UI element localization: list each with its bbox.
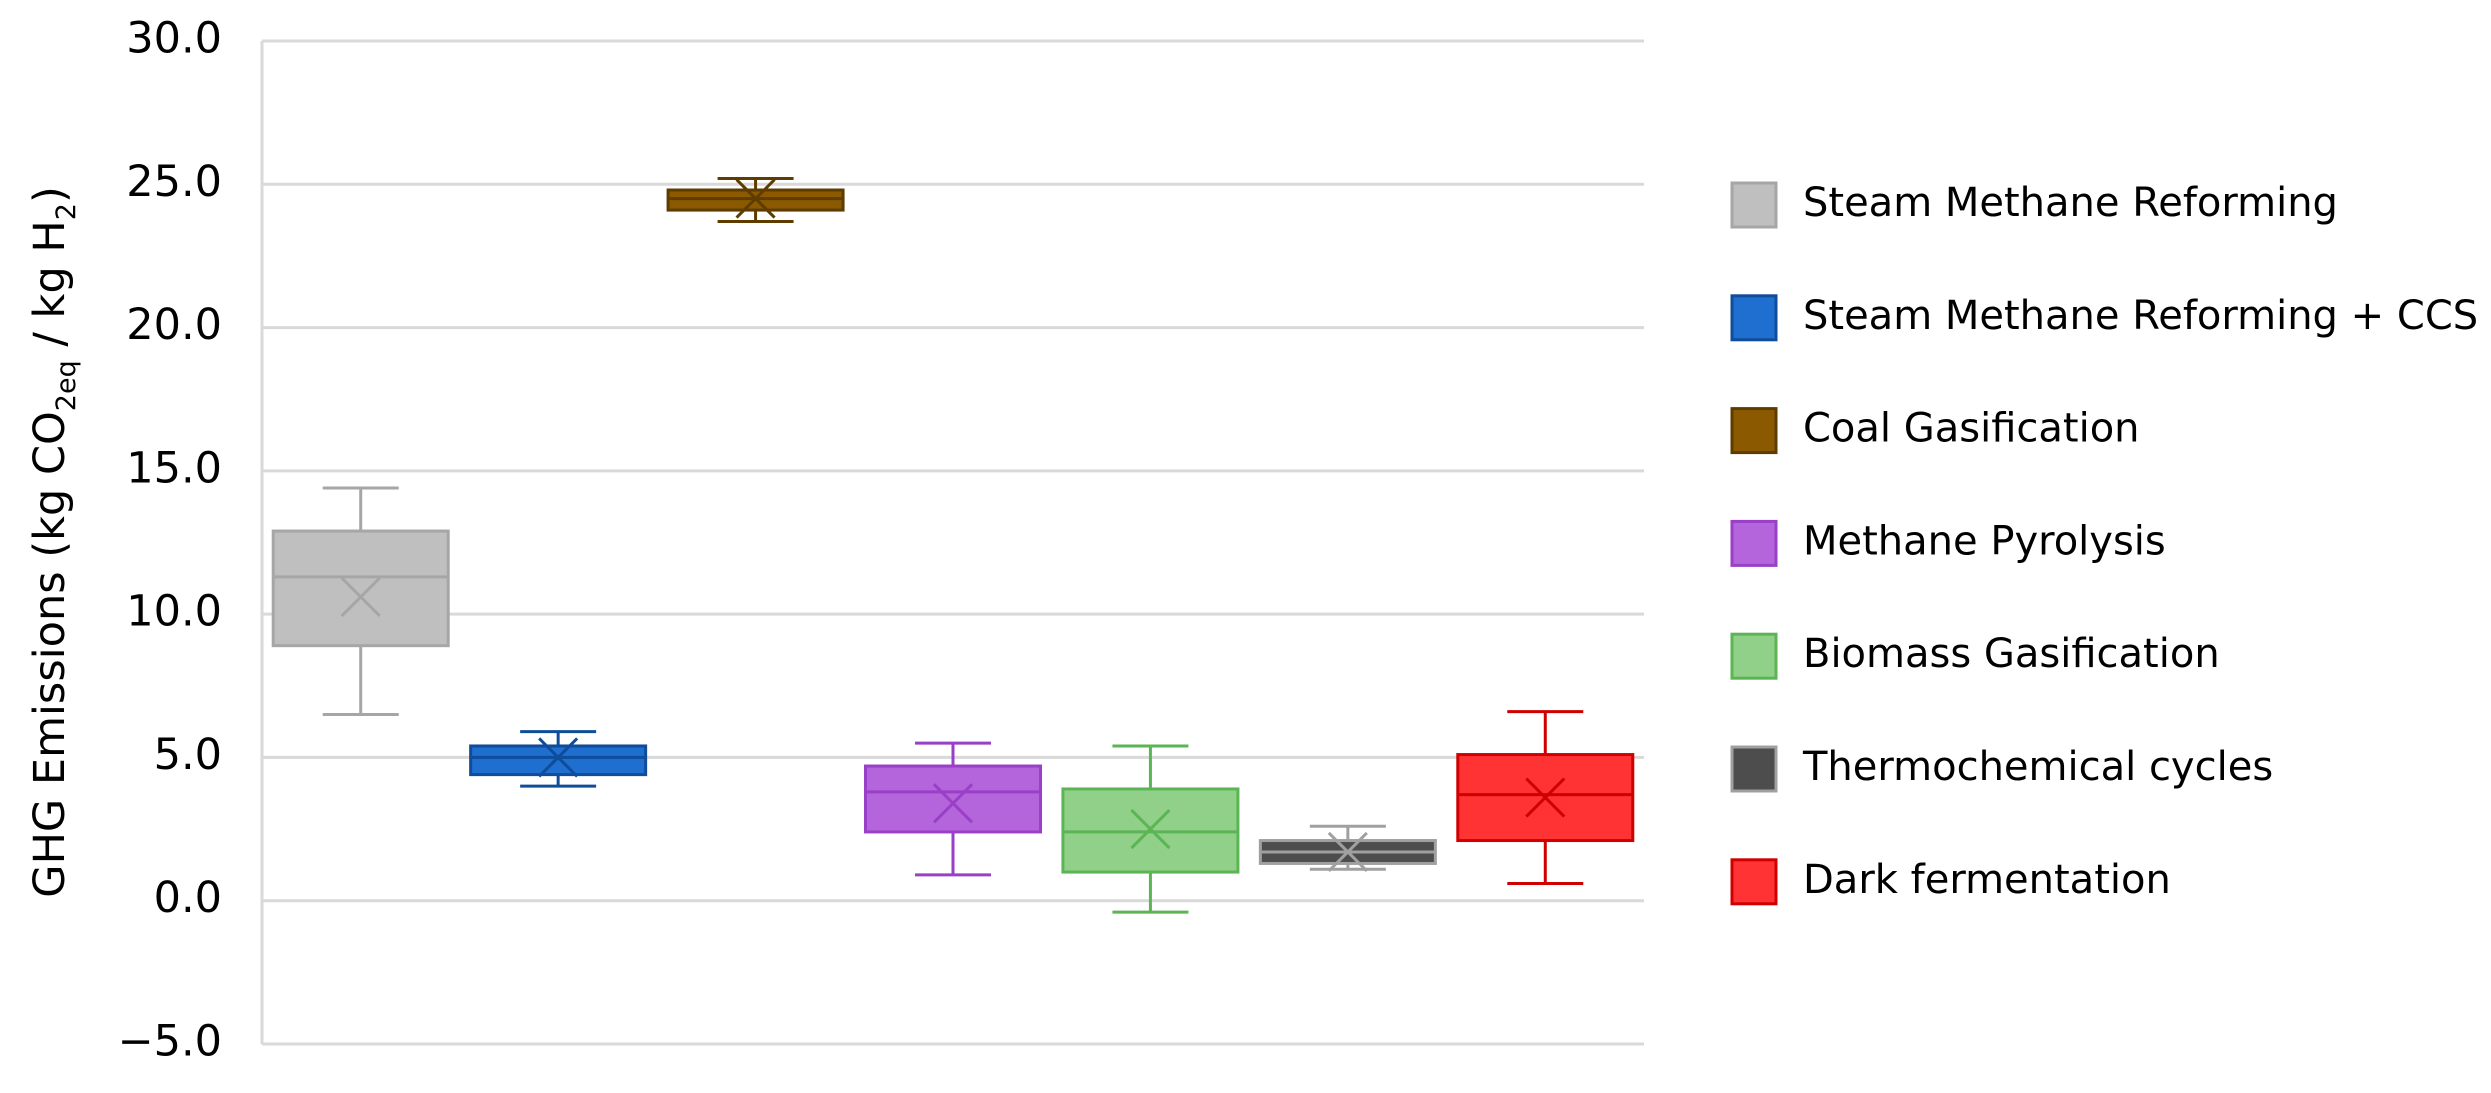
mean-marker [1327,831,1368,873]
legend-label: Methane Pyrolysis [1803,518,2166,564]
mean-marker [538,737,579,778]
mean-marker [1130,809,1171,850]
mean-marker [340,576,381,618]
y-tick-label: 25.0 [126,157,222,207]
legend-label: Dark fermentation [1803,857,2171,903]
mean-marker [735,178,776,219]
y-tick-label: 15.0 [126,443,222,493]
legend-swatch [1730,858,1778,906]
legend-swatch [1730,632,1778,680]
legend-label: Coal Gasification [1803,406,2140,452]
box [864,764,1042,834]
legend-label: Thermochemical cycles [1802,744,2273,790]
legend-label: Steam Methane Reforming + CCS [1803,293,2478,339]
box [469,744,648,777]
y-tick-label: 30.0 [126,14,222,64]
legend-swatch [1730,519,1778,567]
y-axis-label-part: 2 [51,203,82,220]
y-tick-label: −5.0 [118,1017,222,1067]
y-axis-label-part: ) [25,186,75,203]
legend-swatch [1730,745,1778,793]
y-axis-label: GHG Emissions (kg CO2eq / kg H2) [25,186,83,897]
y-tick-label: 10.0 [126,587,222,637]
legend-swatch [1730,407,1778,455]
mean-marker [932,783,974,824]
y-axis-label-part: / kg H [25,220,75,360]
legend-swatch [1730,181,1778,229]
mean-marker [1525,777,1566,818]
legend-label: Steam Methane Reforming [1803,180,2338,226]
y-axis-label-part: GHG Emissions (kg CO [25,411,75,898]
y-tick-label: 20.0 [126,300,222,350]
box [271,529,450,648]
legend-swatch [1730,294,1778,342]
y-axis-label-part: 2eq [51,360,82,411]
y-tick-label: 0.0 [154,873,222,923]
legend-label: Biomass Gasification [1803,631,2220,677]
y-tick-label: 5.0 [154,730,222,780]
